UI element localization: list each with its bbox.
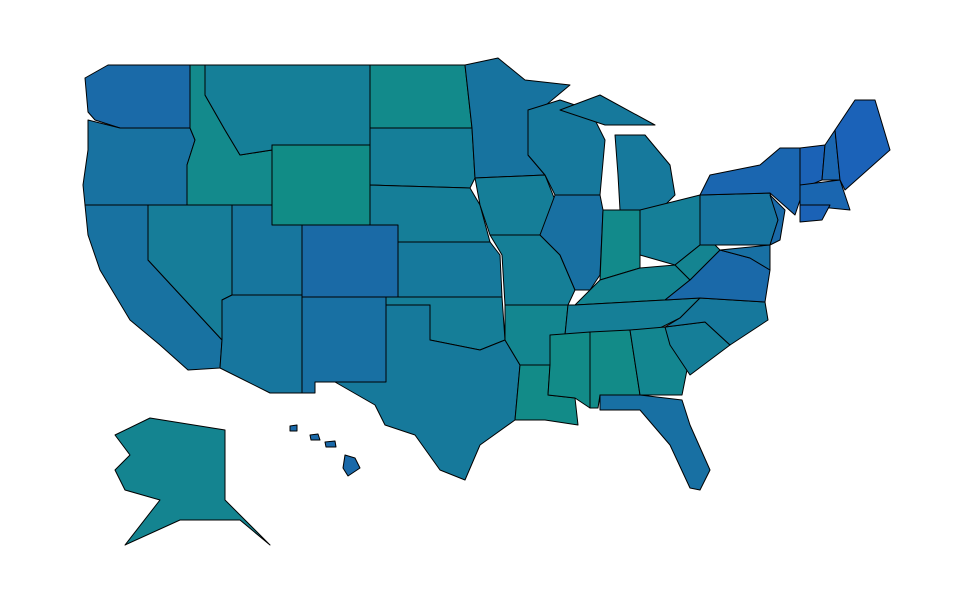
state-hi [289, 424, 298, 432]
state-ma [799, 179, 851, 211]
state-ct [799, 204, 831, 223]
state-mi [614, 134, 676, 211]
state-nm [301, 296, 387, 394]
state-hi [342, 454, 361, 477]
state-nj [769, 194, 786, 246]
state-or [82, 119, 196, 206]
state-nd [369, 64, 473, 129]
state-tx [334, 304, 521, 481]
state-ks [397, 241, 503, 298]
state-md [719, 244, 771, 271]
state-ak [114, 417, 271, 546]
state-pa [699, 192, 779, 246]
state-az [219, 294, 303, 394]
state-hi [324, 440, 337, 448]
state-mi [559, 94, 656, 126]
state-wy [271, 144, 371, 226]
state-co [301, 224, 399, 298]
state-vt [799, 144, 826, 186]
state-sd [369, 127, 476, 189]
state-fl [599, 394, 711, 491]
state-hi [309, 433, 321, 441]
state-wa [84, 64, 191, 129]
state-me [834, 99, 891, 191]
